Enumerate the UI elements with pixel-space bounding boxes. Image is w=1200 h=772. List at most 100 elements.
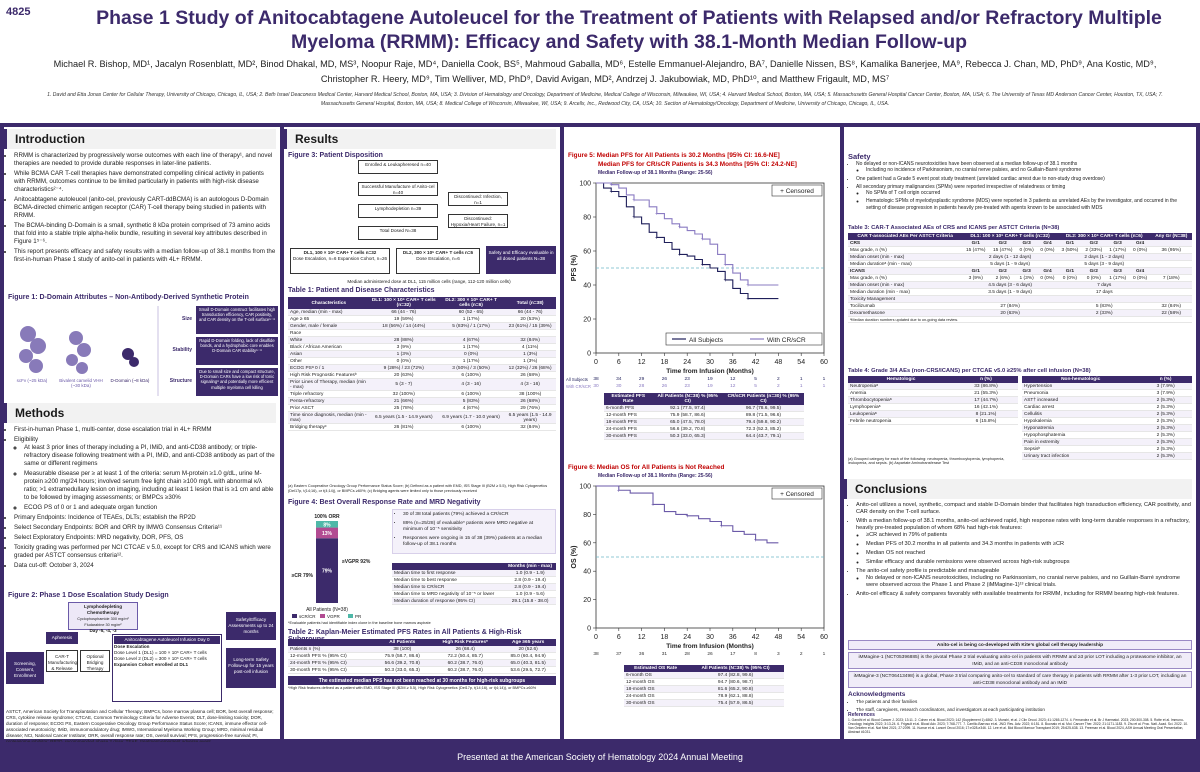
x-tick-label: 60 — [820, 634, 828, 641]
table-cell: 3 (7.9%) — [1139, 383, 1192, 390]
censor-mark: + — [655, 212, 659, 218]
table-cell — [1150, 260, 1192, 268]
table-row: Median duration (min - max) 3.5 days (1 -… — [848, 288, 1192, 296]
y-tick-label: 0 — [587, 351, 591, 358]
table-cell: 3 (50%) — [1057, 246, 1082, 254]
table-cell: 6.5 years (1.5 - 14.9 years) — [504, 411, 556, 424]
kite-box: Anito-cel is being co-developed with Kit… — [848, 640, 1192, 650]
ack-body: The patients and their families The staff… — [848, 699, 1192, 714]
table-cell: Tocilizumab — [848, 302, 963, 310]
table-cell: 33 (86.8%) — [954, 383, 1018, 390]
table-row: ICANS Gr1 Gr2 Gr3 Gr4 Gr1 Gr2 Gr3 Gr4 — [848, 267, 1192, 275]
table-cell: 6.5 years (1.5 - 14.9 years) — [369, 411, 438, 424]
table-row: 18-month OS 81.6 (65.2, 90.8) — [624, 685, 784, 693]
table-row: Pain in extremity 2 (5.3%) — [1022, 438, 1192, 446]
table-cell: 65.0 (40.3, 81.5) — [500, 659, 556, 667]
table-cell: 72.2 (50.4, 85.7) — [430, 652, 501, 660]
bor-legend-label: PR — [355, 614, 362, 619]
conclusion-sub: Median OS not reached — [866, 550, 1192, 557]
table-cell: 2 (5.3%) — [1139, 417, 1192, 425]
table-cell: 2 (5.3%) — [1139, 424, 1192, 432]
table-header-cell — [392, 563, 505, 570]
bor-bar-chart: 100% ORR 79% 13% 8% ≥CR 79% ≥VGPR 92% All Pati… — [292, 514, 371, 619]
table2-footnote: *High Risk features defined as a patient… — [288, 686, 537, 690]
table-cell: Bridging therapyᶜ — [288, 423, 370, 431]
safety-heading: Safety — [848, 152, 871, 161]
table-cell: 20 (53%) — [504, 315, 556, 323]
table2-banner: The estimated median PFS has not been re… — [288, 676, 556, 685]
bor-bar-segment — [316, 521, 338, 528]
table-row: Max grade, n (%) 3 (9%) 2 (6%) 1 (3%) 0 (0%)… — [848, 274, 1192, 282]
conclusions-body: Anito-cel utilizes a novel, synthetic, c… — [848, 502, 1192, 600]
table-row: Median time to CR/sCR 2.8 (0.9 - 19.4) — [392, 583, 556, 591]
series-legend-box — [665, 332, 823, 346]
table-cell: 60.2 (38.7, 76.0) — [430, 659, 501, 667]
table-cell: 1 (17%) — [437, 357, 505, 365]
methods-body: First-in-human Phase 1, multi-center, do… — [6, 426, 276, 572]
fig1-graphic: scFv (~25 kDa) Bivalent camelid VHH (~30… — [8, 304, 278, 399]
x-tick-label: 54 — [797, 634, 805, 641]
manufacturing-box: CAR-T Manufacturing & Release — [46, 650, 78, 672]
safety-bullet: All secondary primary malignancies (SPMs… — [856, 184, 1192, 211]
table-cell: 0 (0%) — [1037, 274, 1058, 282]
table-cell: 50.3 (33.0, 65.3) — [652, 432, 723, 440]
table-row: Hypophosphatemia 2 (5.3%) — [1022, 431, 1192, 439]
table-row: Bridging therapyᶜ 26 (81%) 6 (100%) 32 (84%… — [288, 423, 556, 431]
table-cell: 4 (3 - 16) — [504, 378, 556, 391]
table-cell: 32 (84%) — [504, 423, 556, 431]
table-cell: 5 days (1 - 9 days) — [962, 260, 1058, 268]
table-cell: 6 (100%) — [437, 423, 505, 431]
fig4-title: Figure 4: Best Overall Response Rate and… — [288, 499, 481, 506]
fig3-title: Figure 3: Patient Disposition — [288, 152, 383, 159]
table-cell: 2 (6%) — [989, 274, 1017, 282]
km-series-line — [596, 485, 779, 544]
intro-body: RRMM is characterized by progressively w… — [6, 152, 276, 266]
risk-count: 8 — [754, 652, 757, 657]
safety-sub: Including no incidence of Parkinsonism, … — [866, 167, 1192, 173]
y-tick-label: 40 — [583, 569, 591, 576]
table-cell: 5 (83%) — [1057, 302, 1151, 310]
bor-bar-segment — [316, 527, 338, 539]
risk-count: 2 — [777, 384, 780, 389]
table-header-cell: DL2: 300 × 10⁶ CAR+ T cells (n=6) — [437, 297, 505, 309]
table-row: 30-month PFS % (95% CI) 50.3 (33.0, 65.3)… — [288, 666, 556, 674]
x-tick-label: 6 — [617, 634, 621, 641]
table-row: AST† increased 2 (5.3%) — [1022, 396, 1192, 404]
risk-count: 12 — [730, 384, 736, 389]
table-header-cell: Total (n=38) — [504, 297, 556, 309]
intro-bullet: This report presents efficacy and safety… — [14, 248, 276, 264]
table-row: Non-hematologic n (%) — [1022, 376, 1192, 383]
risk-count: 37 — [616, 652, 622, 657]
table-cell: CRS — [848, 240, 963, 247]
pfs-rate-table: Estimated PFS Rate All Patients (N=38) % … — [604, 393, 804, 440]
table-cell: 21 (55.3%) — [954, 389, 1018, 397]
table-row: Age ≥ 65 19 (59%) 1 (17%) 20 (53%) — [288, 315, 556, 323]
censor-mark: + — [632, 215, 636, 221]
table-cell: Gr1 — [1057, 240, 1082, 247]
fig6-title: Figure 6: Median OS for All Patients is … — [568, 464, 725, 471]
bridging-box: Optional Bridging Therapy — [80, 650, 110, 672]
table-row: 24-month OS 78.9 (62.1, 88.8) — [624, 692, 784, 700]
censored-legend-text: + Censored — [780, 491, 814, 498]
y-axis-label: PFS (%) — [571, 255, 578, 281]
conclusion-sub: Similar efficacy and durable remissions … — [866, 559, 1192, 566]
footer: Presented at the American Society of Hem… — [0, 742, 1200, 772]
ack-heading: Acknowledgments — [848, 691, 906, 698]
table-cell: 38 (100%) — [504, 390, 556, 398]
table-header-cell: Non-hematologic — [1022, 376, 1140, 383]
table-row: Asian 1 (3%) 0 (0%) 1 (3%) — [288, 350, 556, 358]
table-cell — [437, 329, 505, 337]
table-cell: Median durationᵃ (min - max) — [848, 260, 963, 268]
table-cell: 0 (0%) — [1037, 246, 1058, 254]
table-cell: 5 (3 - 7) — [369, 378, 438, 391]
fig5-title: Figure 5: Median PFS for All Patients is… — [568, 152, 780, 159]
y-tick-label: 60 — [583, 249, 591, 256]
table-header-cell: n (%) — [954, 376, 1018, 383]
table-cell: Median time to first response — [392, 570, 505, 577]
table-cell: 6-month OS — [624, 672, 688, 679]
fig4-bullet: 89% (n=25/28) of evaluable* patients wer… — [403, 521, 551, 534]
refs-heading: References — [848, 712, 875, 718]
table-cell: Gr1 — [962, 240, 990, 247]
censor-mark: + — [685, 514, 689, 520]
table-header-cell: All Patients — [374, 639, 431, 646]
